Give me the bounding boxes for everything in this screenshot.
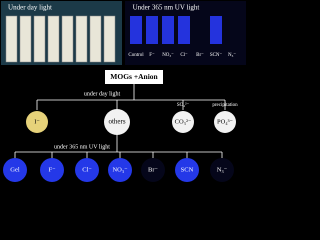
uv-branch-label: under 365 nm UV light (54, 144, 110, 150)
uv-node-label: N₃⁻ (217, 166, 228, 173)
uv-node-label: Br⁻ (148, 166, 159, 173)
day-node-label: others (108, 118, 125, 126)
uv-node (141, 158, 165, 182)
uv-node-label: Cl⁻ (82, 166, 92, 173)
uv-node (3, 158, 27, 182)
day-node (26, 111, 48, 133)
day-branch-label: under day light (84, 91, 121, 97)
uv-node-label: F⁻ (48, 166, 56, 173)
day-node-label: I⁻ (34, 118, 40, 125)
vial-label: F⁻ (149, 53, 155, 58)
day-node-note: SO₄²⁻ (177, 102, 190, 108)
vial-label: N₃⁻ (228, 53, 236, 58)
day-node-note: precipitation (212, 103, 238, 108)
vial-label: Br⁻ (196, 53, 204, 58)
vials (5, 15, 116, 63)
vial-label: Cl⁻ (180, 53, 188, 58)
uv-node (175, 158, 199, 182)
uv-node-label: SCN (181, 166, 194, 173)
figure: Under day light Under 365 nm UV light Co… (1, 1, 246, 182)
root-box (105, 70, 163, 84)
nodes: I⁻ others CO₃²⁻ SO₄²⁻ PO₄³⁻ precipitation Gel F… (3, 102, 238, 182)
day-node (172, 111, 194, 133)
day-label: Under day light (8, 4, 52, 12)
day-node-label: CO₃²⁻ (175, 118, 192, 125)
uv-label: Under 365 nm UV light (133, 4, 200, 12)
vial-label: SCN⁻ (210, 53, 223, 58)
uv-node (210, 158, 234, 182)
vial-labels: Control F⁻ NO₃⁻ Cl⁻ Br⁻ SCN⁻ N₃⁻ (128, 53, 236, 58)
day-node (104, 109, 130, 135)
uv-vials (130, 16, 222, 44)
vial-label: NO₃⁻ (162, 53, 174, 58)
day-node-label: PO₄³⁻ (217, 118, 234, 125)
root-label: MOGs +Anion (110, 72, 158, 81)
uv-node-label: Gel (10, 166, 20, 173)
connectors (14, 84, 226, 158)
uv-node (40, 158, 64, 182)
day-node (214, 111, 236, 133)
uv-node (75, 158, 99, 182)
uv-node (108, 158, 132, 182)
vial-label: Control (128, 53, 144, 58)
uv-node-label: NO₃⁻ (112, 166, 128, 173)
